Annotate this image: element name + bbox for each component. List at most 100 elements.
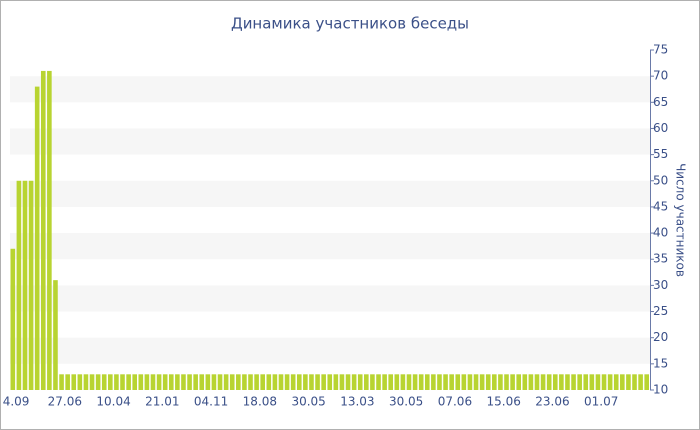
y-axis-label: Число участников [674, 163, 688, 277]
bar [296, 374, 302, 390]
y-tick-label: 20 [653, 330, 668, 344]
bar [315, 374, 320, 390]
x-tick-label: 30.05 [291, 395, 325, 409]
bar [492, 374, 497, 390]
y-tick-label: 40 [653, 226, 668, 240]
bar [71, 374, 77, 390]
bar [370, 374, 375, 390]
bar [577, 374, 582, 390]
y-tick-label: 45 [653, 199, 668, 213]
bar [595, 374, 601, 390]
bar [199, 374, 205, 390]
y-tick-label: 65 [653, 95, 668, 109]
bar [229, 374, 235, 390]
grid-band [10, 285, 650, 312]
bar [455, 374, 461, 390]
bar [485, 374, 491, 390]
bar [40, 70, 46, 390]
bar [120, 374, 125, 390]
grid-band [10, 180, 650, 207]
bar [22, 180, 28, 390]
x-tick-label: 15.06 [486, 395, 520, 409]
bar [528, 374, 534, 390]
bar [516, 374, 521, 390]
bar [376, 374, 381, 390]
bar [181, 374, 186, 390]
bar [449, 374, 454, 390]
bar [546, 374, 552, 390]
bar [156, 374, 162, 390]
bar [236, 374, 241, 390]
bar [351, 374, 357, 390]
bar [16, 180, 22, 390]
bar [254, 374, 259, 390]
bar [382, 374, 387, 390]
y-tick-label: 15 [653, 356, 668, 370]
bar [559, 374, 564, 390]
bar [65, 374, 70, 390]
bar [498, 374, 503, 390]
y-tick-label: 25 [653, 304, 668, 318]
bar [565, 374, 570, 390]
bar [626, 374, 631, 390]
bar [437, 374, 442, 390]
bar [364, 374, 369, 390]
bar [620, 374, 625, 390]
bar [357, 374, 363, 390]
bar [303, 374, 308, 390]
bar [59, 374, 64, 390]
bar [217, 374, 223, 390]
bar [388, 374, 393, 390]
grid-band [10, 76, 650, 103]
x-tick-label: 21.01 [145, 395, 179, 409]
bar [144, 374, 150, 390]
bar [504, 374, 509, 390]
bar [431, 374, 436, 390]
bar [260, 374, 265, 390]
bar [266, 374, 272, 390]
bar [77, 374, 83, 390]
bar [34, 86, 40, 390]
bar [83, 374, 89, 390]
x-tick-label: 07.06 [438, 395, 472, 409]
bar [613, 374, 619, 390]
bar [205, 374, 211, 390]
bar [47, 70, 52, 390]
y-tick-label: 10 [653, 383, 668, 397]
bar [638, 374, 643, 390]
bar [126, 374, 131, 390]
bar [552, 374, 558, 390]
bar [242, 374, 247, 390]
y-tick-label: 55 [653, 147, 668, 161]
bar [272, 374, 278, 390]
bar [394, 374, 400, 390]
bar [321, 374, 326, 390]
bar [223, 374, 229, 390]
bar [540, 374, 546, 390]
bar [290, 374, 296, 390]
bar [284, 374, 290, 390]
bar [95, 374, 101, 390]
bar [607, 374, 613, 390]
y-tick-label: 75 [653, 43, 668, 57]
bar [601, 374, 607, 390]
bar [412, 374, 418, 390]
bar [162, 374, 168, 390]
x-tick-label: 13.03 [340, 395, 374, 409]
bar [138, 374, 144, 390]
x-tick-label: 01.07 [584, 395, 618, 409]
grid-band [10, 128, 650, 155]
y-tick-label: 60 [653, 121, 668, 135]
y-tick-label: 70 [653, 69, 668, 83]
grid-band [10, 233, 650, 260]
bar [406, 374, 412, 390]
bar [327, 374, 333, 390]
bar [571, 374, 576, 390]
bar [400, 374, 406, 390]
bar [632, 374, 637, 390]
chart-title: Динамика участников беседы [231, 15, 469, 33]
x-tick-label: 23.06 [535, 395, 569, 409]
y-tick-label: 35 [653, 252, 668, 266]
